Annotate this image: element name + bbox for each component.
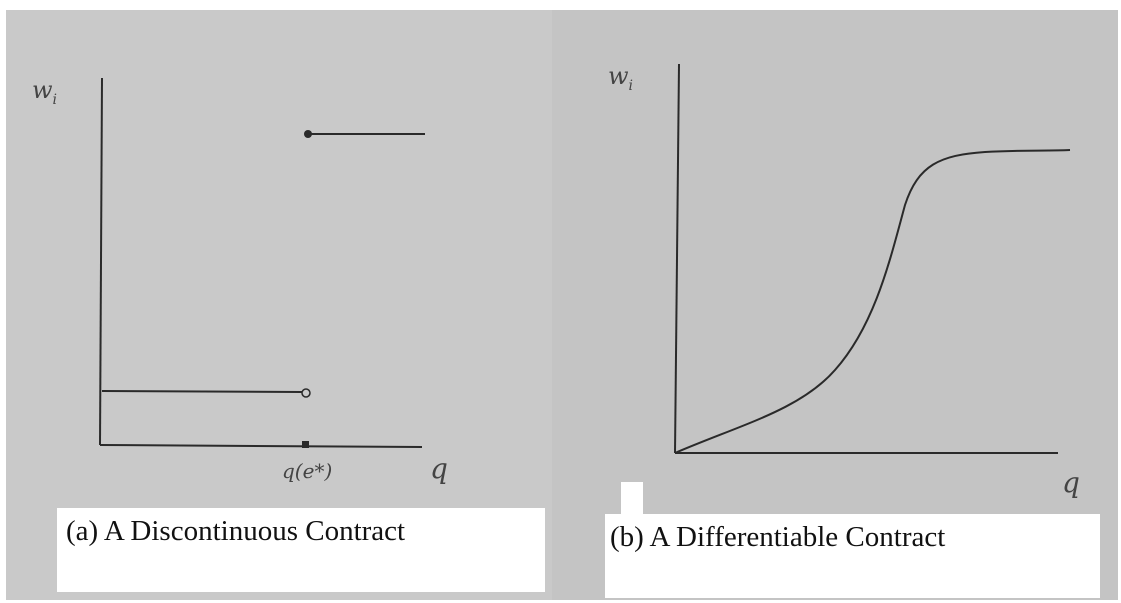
open-point — [302, 389, 310, 397]
threshold-label: q(e*) — [282, 459, 332, 483]
y-label-main: w — [608, 62, 629, 90]
diagram: wi q(e*) q (a) A Discontinuous Contract … — [0, 0, 1121, 603]
lower-step — [102, 391, 302, 392]
y-label-sub: i — [53, 92, 57, 108]
caption: (b) A Differentiable Contract — [610, 521, 945, 553]
caption: (a) A Discontinuous Contract — [66, 515, 405, 547]
zero-point — [302, 441, 309, 448]
y-label-sub: i — [629, 78, 633, 94]
y-label-main: w — [32, 76, 53, 104]
x-label: q — [1062, 466, 1080, 499]
x-label: q — [430, 452, 448, 485]
